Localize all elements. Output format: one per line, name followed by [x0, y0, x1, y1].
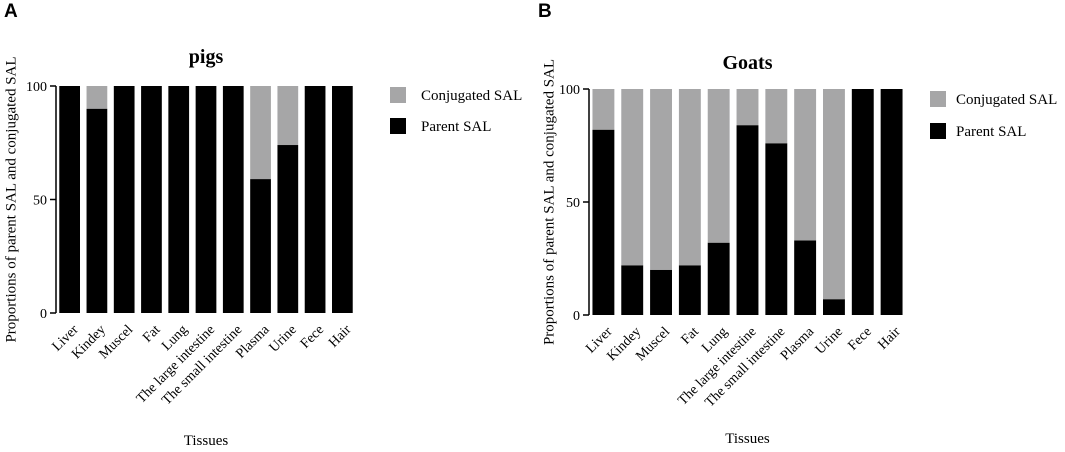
x-tick-label: Hair — [875, 324, 903, 352]
x-tick-label: Fece — [846, 324, 875, 353]
bar-conjugated-sal — [277, 86, 299, 146]
bar-conjugated-sal — [650, 89, 672, 270]
bar-conjugated-sal — [794, 89, 817, 241]
chart-title: pigs — [189, 46, 224, 68]
bar-parent-sal — [736, 125, 759, 315]
legend-swatch-conjugated — [390, 87, 406, 103]
bar-parent-sal — [592, 129, 615, 315]
bar-parent-sal — [141, 86, 162, 313]
bar-conjugated-sal — [86, 86, 108, 109]
y-tick-label: 0 — [573, 309, 580, 324]
bar-parent-sal — [113, 86, 135, 313]
legend-swatch-parent — [930, 123, 946, 139]
bar-parent-sal — [304, 86, 326, 313]
bar-parent-sal — [168, 86, 190, 313]
legend: Conjugated SAL Parent SAL — [390, 87, 522, 135]
panel-letter: B — [538, 1, 552, 22]
legend-label-conjugated: Conjugated SAL — [421, 88, 522, 104]
bar-parent-sal — [222, 86, 244, 313]
bar-parent-sal — [332, 86, 353, 313]
x-tick-label: Hair — [326, 322, 354, 350]
y-tick-label: 100 — [559, 83, 580, 98]
legend-label-parent: Parent SAL — [421, 119, 491, 135]
panel-letter: A — [4, 1, 18, 22]
bar-parent-sal — [250, 179, 271, 313]
y-axis-label: Proportions of parent SAL and conjugated… — [541, 59, 557, 345]
bar-parent-sal — [794, 240, 817, 315]
legend-label-conjugated: Conjugated SAL — [956, 92, 1057, 108]
bar-conjugated-sal — [736, 89, 759, 126]
legend-swatch-parent — [390, 118, 406, 134]
bar-parent-sal — [277, 145, 299, 313]
legend-label-parent: Parent SAL — [956, 124, 1026, 140]
y-tick-label: 0 — [40, 307, 47, 322]
legend: Conjugated SAL Parent SAL — [930, 91, 1057, 140]
bar-parent-sal — [765, 143, 788, 315]
chart-title: Goats — [723, 52, 773, 74]
x-tick-label: Plasma — [778, 324, 818, 364]
bar-parent-sal — [59, 86, 80, 313]
bar-parent-sal — [195, 86, 217, 313]
bar-parent-sal — [823, 299, 845, 315]
bar-conjugated-sal — [678, 89, 701, 266]
legend-swatch-conjugated — [930, 91, 946, 107]
y-axis-label: Proportions of parent SAL and conjugated… — [3, 56, 19, 342]
x-tick-label: Urine — [267, 322, 300, 355]
y-tick-label: 100 — [26, 80, 47, 95]
bar-conjugated-sal — [765, 89, 788, 144]
bar-parent-sal — [650, 269, 672, 315]
bar-parent-sal — [86, 108, 108, 313]
bar-parent-sal — [880, 89, 903, 315]
bar-conjugated-sal — [250, 86, 271, 180]
bar-conjugated-sal — [823, 89, 845, 300]
y-tick-label: 50 — [566, 196, 580, 211]
x-tick-label: Fece — [298, 322, 327, 351]
bar-conjugated-sal — [707, 89, 730, 243]
bar-conjugated-sal — [592, 89, 615, 130]
x-axis-label: Tissues — [184, 433, 229, 449]
bar-parent-sal — [678, 265, 701, 315]
x-tick-label: Fat — [679, 324, 702, 347]
x-tick-label: Urine — [813, 324, 846, 357]
bar-parent-sal — [851, 89, 874, 315]
x-axis-label: Tissues — [725, 431, 770, 447]
bar-conjugated-sal — [621, 89, 644, 266]
bar-parent-sal — [621, 265, 644, 315]
y-tick-label: 50 — [33, 194, 47, 209]
bar-parent-sal — [707, 242, 730, 315]
